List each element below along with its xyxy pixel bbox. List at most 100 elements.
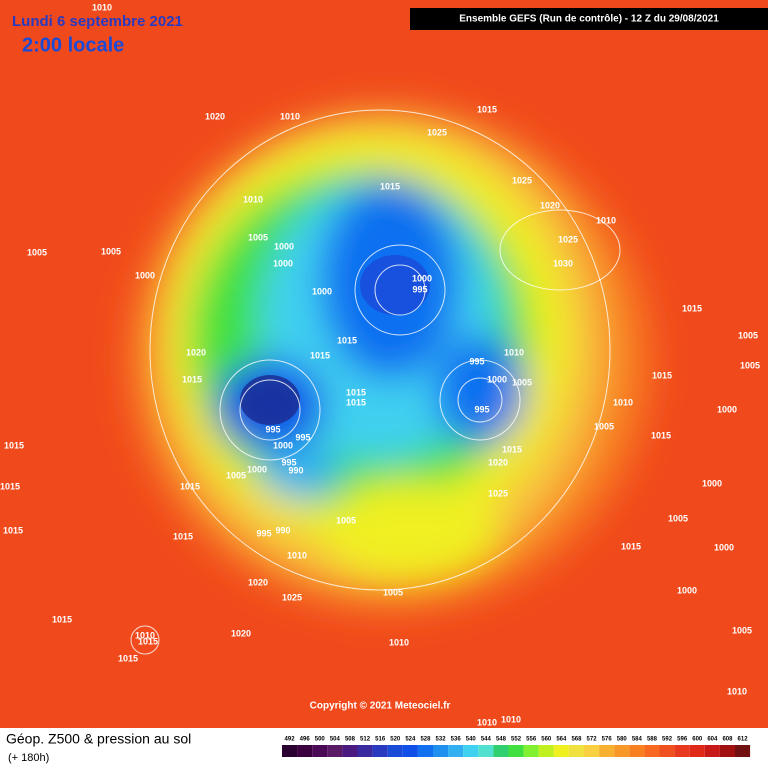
isobar-label: 1000 (273, 440, 293, 450)
scale-swatch (599, 745, 615, 757)
isobar-label: 1010 (727, 686, 747, 696)
isobar-label: 1005 (740, 360, 760, 370)
date: Lundi 6 septembre 2021 (12, 13, 183, 30)
isobar-label: 1015 (182, 374, 202, 384)
isobar-label: 1015 (118, 653, 138, 663)
scale-swatch (553, 745, 569, 757)
isobar-label: 1015 (337, 335, 357, 345)
isobar-label: 1015 (0, 481, 20, 491)
isobar-label: 1015 (310, 350, 330, 360)
scale-label: 544 (481, 737, 492, 743)
isobar-label: 995 (412, 284, 427, 294)
isobar-label: 1015 (477, 104, 497, 114)
copyright: Copyright © 2021 Meteociel.fr (310, 701, 451, 712)
scale-label: 528 (420, 737, 431, 743)
isobar-label: 1010 (135, 630, 155, 640)
scale-label: 512 (360, 737, 371, 743)
isobar-label: 1015 (682, 303, 702, 313)
scale-label: 504 (330, 737, 341, 743)
scale-swatch (402, 745, 418, 757)
isobar-label: 1015 (3, 525, 23, 535)
scale-label: 516 (375, 737, 386, 743)
isobar-label: 1025 (558, 234, 578, 244)
scale-label: 496 (300, 737, 311, 743)
isobar-label: 1000 (135, 270, 155, 280)
scale-swatch (327, 745, 343, 757)
scale-swatch (357, 745, 373, 757)
isobar-label: 995 (474, 404, 489, 414)
isobar-label: 1000 (487, 374, 507, 384)
scale-label: 548 (496, 737, 507, 743)
scale-label: 556 (526, 737, 537, 743)
scale-swatch (629, 745, 645, 757)
scale-swatch (735, 745, 751, 757)
isobar-label: 1015 (380, 181, 400, 191)
scale-swatch (614, 745, 630, 757)
isobar-label: 1000 (274, 241, 294, 251)
scale-swatch (659, 745, 675, 757)
run-info: Ensemble GEFS (Run de contrôle) - 12 Z d… (459, 14, 719, 25)
scale-label: 580 (617, 737, 628, 743)
scale-swatch (704, 745, 720, 757)
scale-swatch (674, 745, 690, 757)
scale-swatch (417, 745, 433, 757)
isobar-label: 1000 (273, 258, 293, 268)
color-scale: 492 496 500 504 508 512 516 520 524 528 532 536 540 5… (282, 737, 751, 757)
scale-label: 572 (587, 737, 598, 743)
scale-swatch (719, 745, 735, 757)
isobar-label: 995 (281, 457, 296, 467)
scale-swatch (644, 745, 660, 757)
isobar-label: 1015 (651, 430, 671, 440)
scale-label: 536 (451, 737, 462, 743)
scale-swatch (433, 745, 449, 757)
isobar-label: 1015 (173, 531, 193, 541)
scale-label: 508 (345, 737, 356, 743)
scale-swatch (689, 745, 705, 757)
isobar-label: 1020 (248, 577, 268, 587)
isobar-label: 1010 (596, 215, 616, 225)
map-field (0, 0, 768, 728)
isobar-label: 1005 (336, 515, 356, 525)
isobar-label: 1010 (613, 397, 633, 407)
isobar-label: 1005 (594, 421, 614, 431)
isobar-label: 1005 (512, 377, 532, 387)
scale-label: 524 (405, 737, 416, 743)
isobar-label: 1015 (4, 440, 24, 450)
isobar-label: 1025 (488, 488, 508, 498)
isobar-label: 1025 (427, 127, 447, 137)
isobar-label: 1015 (346, 397, 366, 407)
scale-label: 608 (722, 737, 733, 743)
scale-swatch (478, 745, 494, 757)
isobar-label: 1025 (282, 592, 302, 602)
isobar-label: 1005 (383, 587, 403, 597)
isobar-label: 1015 (502, 444, 522, 454)
scale-label: 520 (390, 737, 401, 743)
scale-label: 592 (662, 737, 673, 743)
scale-swatch (372, 745, 388, 757)
scale-label: 540 (466, 737, 477, 743)
isobar-label: 1005 (101, 246, 121, 256)
scale-label: 604 (707, 737, 718, 743)
isobar-label: 995 (469, 356, 484, 366)
scale-label: 600 (692, 737, 703, 743)
isobar-label: 1005 (248, 232, 268, 242)
footer-title: Géop. Z500 & pression au sol (6, 731, 191, 747)
scale-swatch (282, 745, 298, 757)
isobar-label: 995 (256, 528, 271, 538)
isobar-label: 1000 (717, 404, 737, 414)
scale-label: 500 (315, 737, 326, 743)
isobar-label: 1015 (652, 370, 672, 380)
isobar-label: 1020 (205, 111, 225, 121)
isobar-label: 1000 (677, 585, 697, 595)
scale-swatch (538, 745, 554, 757)
lead-time: (+ 180h) (8, 752, 49, 764)
isobar-label: 1010 (287, 550, 307, 560)
isobar-label: 1020 (186, 347, 206, 357)
scale-label: 532 (436, 737, 447, 743)
isobar-label: 1000 (312, 286, 332, 296)
isobar-label: 1030 (553, 258, 573, 268)
time: 2:00 locale (22, 34, 124, 56)
isobar-label: 1015 (138, 636, 158, 646)
isobar-label: 1005 (732, 625, 752, 635)
